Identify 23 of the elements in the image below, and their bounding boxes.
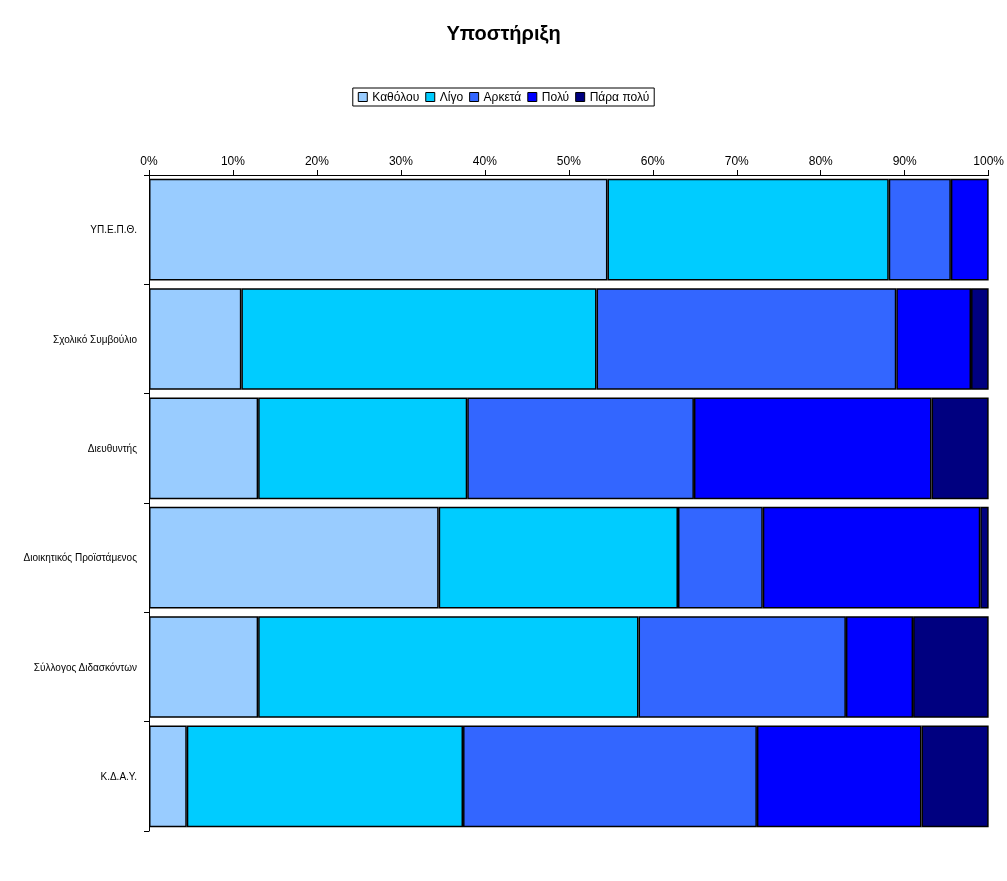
x-tick-label: 70% [724,154,750,168]
x-tick-label: 20% [304,154,330,168]
x-tick-label: 30% [388,154,414,168]
legend-label: Καθόλου [372,90,420,104]
y-tick-label: Κ.Δ.Α.Υ. [100,770,137,782]
x-tick-label: 50% [556,154,582,168]
legend-label: Πολύ [541,90,570,104]
legend-label: Πάρα πολύ [589,90,650,104]
y-tick-label: Διοικητικός Προϊστάμενος [23,552,138,564]
legend-label: Αρκετά [483,90,522,104]
x-tick-label: 90% [892,154,918,168]
x-tick-label: 40% [472,154,498,168]
x-tick-label: 100% [973,154,1005,168]
y-tick-label: Διευθυντής [87,442,138,454]
x-tick-label: 80% [808,154,834,168]
y-tick-label: ΥΠ.Ε.Π.Θ. [90,224,137,236]
chart-title: Υποστήριξη [446,22,561,44]
y-tick-label: Σχολικό Συμβούλιο [53,333,138,345]
x-tick-label: 0% [140,154,158,168]
y-tick-label: Σύλλογος Διδασκόντων [33,661,137,673]
x-tick-label: 10% [220,154,246,168]
x-tick-label: 60% [640,154,666,168]
legend-label: Λίγο [439,90,464,104]
